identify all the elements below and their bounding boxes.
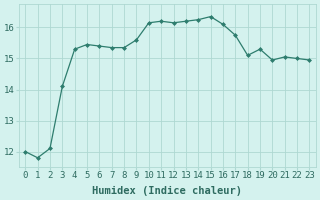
X-axis label: Humidex (Indice chaleur): Humidex (Indice chaleur) <box>92 186 242 196</box>
